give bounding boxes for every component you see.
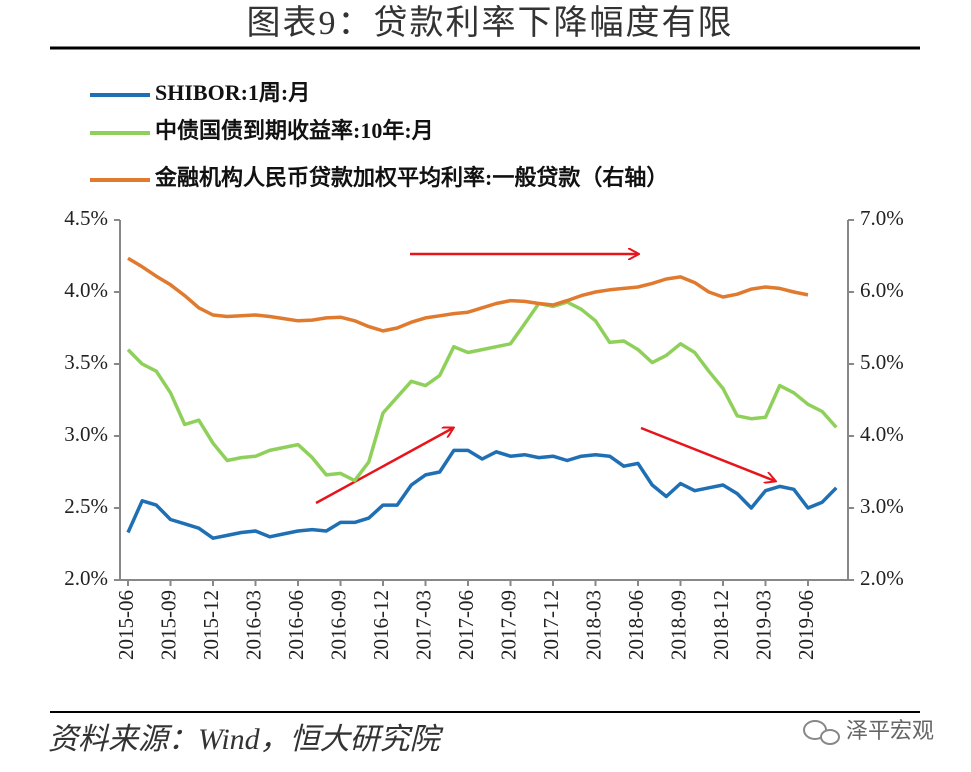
annotation-arrow bbox=[315, 428, 453, 505]
y2-tick-label: 7.0% bbox=[860, 206, 904, 230]
x-tick-label: 2016-03 bbox=[241, 590, 265, 660]
x-tick-label: 2018-06 bbox=[624, 590, 648, 660]
y-tick-label: 2.0% bbox=[64, 566, 108, 590]
x-tick-label: 2018-12 bbox=[709, 590, 733, 660]
y2-tick-label: 3.0% bbox=[860, 494, 904, 518]
x-tick-label: 2017-09 bbox=[496, 590, 520, 660]
x-tick-label: 2015-09 bbox=[156, 590, 180, 660]
y-tick-label: 2.5% bbox=[64, 494, 108, 518]
y2-tick-label: 4.0% bbox=[860, 422, 904, 446]
y-tick-label: 4.5% bbox=[64, 206, 108, 230]
y-tick-label: 4.0% bbox=[64, 278, 108, 302]
x-tick-label: 2017-06 bbox=[454, 590, 478, 660]
legend-label: 中债国债到期收益率:10年:月 bbox=[155, 118, 434, 143]
x-tick-label: 2019-06 bbox=[794, 590, 818, 660]
x-tick-label: 2018-03 bbox=[581, 590, 605, 660]
legend-label: SHIBOR:1周:月 bbox=[155, 80, 310, 105]
x-tick-label: 2017-12 bbox=[539, 590, 563, 660]
x-tick-label: 2018-09 bbox=[666, 590, 690, 660]
annotation-arrow bbox=[640, 426, 775, 481]
series-line bbox=[126, 448, 838, 540]
x-tick-label: 2016-09 bbox=[326, 590, 350, 660]
x-tick-label: 2015-06 bbox=[114, 590, 138, 660]
source: 资料来源：Wind，恒大研究院 bbox=[48, 723, 444, 756]
chart-title: 图表9：贷款利率下降幅度有限 bbox=[247, 4, 734, 42]
y-tick-label: 3.5% bbox=[64, 350, 108, 374]
x-tick-label: 2017-03 bbox=[411, 590, 435, 660]
series-line bbox=[126, 300, 838, 483]
x-tick-label: 2016-12 bbox=[369, 590, 393, 660]
x-tick-label: 2015-12 bbox=[199, 590, 223, 660]
watermark: 泽平宏观 bbox=[846, 719, 934, 744]
y2-tick-label: 6.0% bbox=[860, 278, 904, 302]
y-tick-label: 3.0% bbox=[64, 422, 108, 446]
series-line bbox=[127, 256, 809, 333]
y2-tick-label: 5.0% bbox=[860, 350, 904, 374]
y2-tick-label: 2.0% bbox=[860, 566, 904, 590]
legend-label: 金融机构人民币贷款加权平均利率:一般贷款（右轴） bbox=[154, 165, 668, 190]
watermark-icon bbox=[803, 720, 840, 745]
x-tick-label: 2019-03 bbox=[751, 590, 775, 660]
x-tick-label: 2016-06 bbox=[284, 590, 308, 660]
